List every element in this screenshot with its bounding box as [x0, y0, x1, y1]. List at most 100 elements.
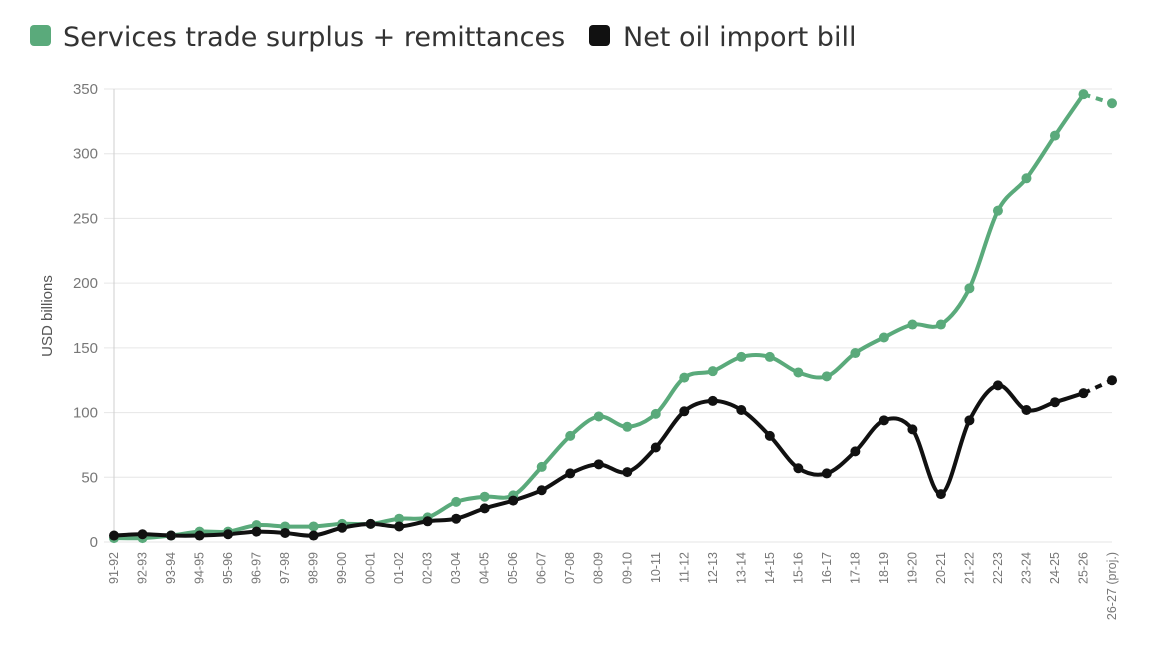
x-tick-label: 24-25: [1048, 552, 1062, 584]
data-point-series-0[interactable]: [679, 372, 690, 383]
legend-item-services[interactable]: Services trade surplus + remittances: [30, 22, 565, 53]
data-point-series-0[interactable]: [451, 496, 462, 507]
x-axis-ticks: 91-92 92-93 93-94 94-95 95-96 96-97 97-98 98-99…: [107, 552, 1119, 620]
data-point-series-0[interactable]: [850, 348, 861, 359]
x-tick-label: 03-04: [449, 552, 463, 584]
data-point-series-1[interactable]: [508, 495, 519, 506]
data-point-series-1[interactable]: [194, 530, 205, 541]
data-point-series-1[interactable]: [821, 468, 832, 479]
x-tick-label: 02-03: [421, 552, 435, 584]
data-point-series-1[interactable]: [137, 529, 148, 540]
y-tick-label: 150: [73, 340, 98, 357]
data-point-series-0[interactable]: [650, 408, 661, 419]
data-point-series-0[interactable]: [793, 367, 804, 378]
series-lines: [112, 92, 1113, 541]
data-point-series-1[interactable]: [565, 468, 576, 479]
data-point-series-0[interactable]: [1107, 98, 1117, 109]
data-point-series-0[interactable]: [1049, 130, 1060, 141]
x-tick-label: 99-00: [335, 552, 349, 584]
data-point-series-1[interactable]: [736, 404, 747, 415]
data-point-series-1[interactable]: [650, 442, 661, 453]
data-point-series-1[interactable]: [479, 503, 490, 514]
data-point-series-0[interactable]: [907, 319, 918, 330]
y-tick-label: 350: [73, 81, 98, 98]
x-tick-label: 08-09: [592, 552, 606, 584]
y-tick-label: 300: [73, 146, 98, 163]
x-tick-label: 16-17: [820, 552, 834, 584]
data-point-series-1[interactable]: [280, 527, 291, 538]
data-point-series-0[interactable]: [878, 332, 889, 343]
data-point-series-1[interactable]: [1078, 388, 1089, 399]
x-tick-label: 19-20: [905, 552, 919, 584]
data-point-series-1[interactable]: [793, 463, 804, 474]
data-point-series-1[interactable]: [850, 446, 861, 457]
x-tick-label: 97-98: [278, 552, 292, 584]
data-point-series-0[interactable]: [394, 513, 405, 524]
data-point-series-0[interactable]: [565, 430, 576, 441]
data-point-series-0[interactable]: [964, 283, 975, 294]
y-axis-title: USD billions: [39, 275, 56, 357]
data-point-series-1[interactable]: [1021, 404, 1032, 415]
data-point-series-0[interactable]: [707, 366, 718, 377]
x-tick-label: 93-94: [164, 552, 178, 584]
data-point-series-1[interactable]: [992, 380, 1003, 391]
data-point-series-1[interactable]: [1107, 375, 1117, 386]
y-tick-label: 50: [81, 469, 98, 486]
y-axis-ticks: 0 50 100 150 200 250 300 350: [73, 81, 98, 551]
x-tick-label: 25-26: [1076, 552, 1090, 584]
data-point-series-1[interactable]: [935, 489, 946, 500]
data-point-series-0[interactable]: [935, 319, 946, 330]
x-tick-label: 01-02: [392, 552, 406, 584]
x-tick-label: 15-16: [791, 552, 805, 584]
x-tick-label: 09-10: [620, 552, 634, 584]
data-point-series-1[interactable]: [622, 467, 633, 478]
data-point-series-0[interactable]: [821, 371, 832, 382]
x-tick-label: 05-06: [506, 552, 520, 584]
data-point-series-1[interactable]: [223, 529, 234, 540]
x-tick-label: 21-22: [962, 552, 976, 584]
data-point-series-0[interactable]: [593, 411, 604, 422]
data-point-series-0[interactable]: [764, 351, 775, 362]
data-point-series-1[interactable]: [964, 415, 975, 426]
legend-item-oil[interactable]: Net oil import bill: [589, 22, 856, 53]
data-point-series-1[interactable]: [707, 395, 718, 406]
x-tick-label: 95-96: [221, 552, 235, 584]
data-point-series-1[interactable]: [451, 513, 462, 524]
y-tick-label: 200: [73, 275, 98, 292]
data-point-series-1[interactable]: [422, 516, 433, 527]
series-line-0: [112, 92, 1086, 541]
data-point-series-0[interactable]: [1021, 173, 1032, 184]
x-tick-label: 13-14: [734, 552, 748, 584]
data-point-series-1[interactable]: [878, 415, 889, 426]
data-point-series-0[interactable]: [479, 491, 490, 502]
x-tick-label: 96-97: [250, 552, 264, 584]
data-point-series-0[interactable]: [622, 421, 633, 432]
data-point-series-0[interactable]: [536, 461, 547, 472]
data-point-series-0[interactable]: [308, 521, 319, 532]
data-point-series-1[interactable]: [593, 459, 604, 470]
data-point-series-1[interactable]: [679, 406, 690, 417]
y-tick-label: 250: [73, 210, 98, 227]
x-tick-label: 04-05: [478, 552, 492, 584]
x-tick-label: 07-08: [563, 552, 577, 584]
x-tick-label: 17-18: [848, 552, 862, 584]
data-point-series-1[interactable]: [764, 430, 775, 441]
data-point-series-0[interactable]: [1078, 89, 1089, 100]
data-point-series-1[interactable]: [907, 424, 918, 435]
data-point-series-1[interactable]: [365, 518, 376, 529]
data-point-series-1[interactable]: [1049, 397, 1060, 408]
data-point-series-1[interactable]: [166, 530, 177, 541]
data-point-series-1[interactable]: [109, 530, 119, 541]
legend-swatch-services: [30, 25, 51, 46]
data-point-series-1[interactable]: [251, 526, 262, 537]
data-point-series-1[interactable]: [536, 485, 547, 496]
legend-label-oil: Net oil import bill: [623, 22, 856, 53]
x-tick-label: 98-99: [307, 552, 321, 584]
data-point-series-0[interactable]: [992, 205, 1003, 216]
legend-swatch-oil: [589, 25, 610, 46]
data-point-series-0[interactable]: [736, 351, 747, 362]
data-point-series-1[interactable]: [308, 530, 319, 541]
data-point-series-1[interactable]: [337, 522, 348, 533]
grid: [104, 88, 1112, 543]
data-point-series-1[interactable]: [394, 521, 405, 532]
